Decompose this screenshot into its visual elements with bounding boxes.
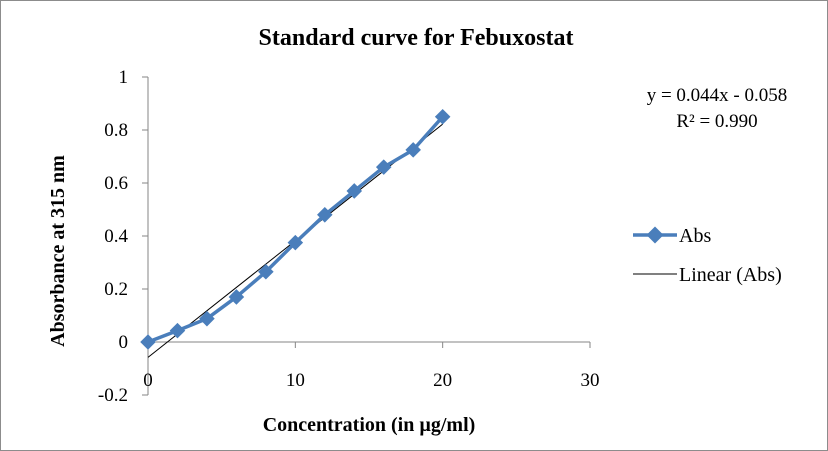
x-tick-label: 10: [286, 370, 305, 391]
ticks: -0.200.20.40.60.810 10 20 30: [98, 67, 600, 406]
data-point: [405, 142, 421, 158]
data-point: [287, 234, 304, 251]
data-point: [228, 289, 245, 305]
y-tick-label: 0.4: [104, 226, 128, 247]
x-tick-label: 20: [433, 370, 452, 391]
y-tick-label: 0.8: [104, 120, 128, 141]
legend-abs-marker: [646, 226, 664, 244]
x-tick-label: 0: [143, 370, 153, 391]
axes: [147, 77, 590, 395]
chart-title: Standard curve for Febuxostat: [259, 25, 574, 51]
y-tick-label: -0.2: [98, 385, 128, 406]
data-point: [375, 159, 392, 175]
y-tick-label: 0.2: [104, 279, 128, 300]
trendline-r-squared: R² = 0.990: [676, 111, 757, 132]
legend-linear-label: Linear (Abs): [679, 264, 782, 286]
trendline-equation: y = 0.044x - 0.058: [647, 85, 788, 106]
data-point: [199, 310, 215, 327]
data-point: [317, 207, 333, 223]
series-layer: [140, 108, 451, 350]
legend-abs-label: Abs: [679, 225, 711, 247]
legend: Abs Linear (Abs): [633, 225, 782, 286]
y-axis-label: Absorbance at 315 nm: [47, 155, 69, 347]
data-point: [140, 334, 156, 350]
y-tick-label: 0.6: [104, 173, 128, 194]
x-axis-label: Concentration (in µg/ml): [263, 414, 476, 436]
series-line: [147, 115, 444, 344]
x-tick-label: 30: [581, 370, 600, 391]
y-tick-label: 1: [119, 67, 129, 88]
data-point: [169, 322, 186, 339]
y-tick-label: 0: [119, 332, 129, 353]
data-point: [346, 183, 363, 199]
